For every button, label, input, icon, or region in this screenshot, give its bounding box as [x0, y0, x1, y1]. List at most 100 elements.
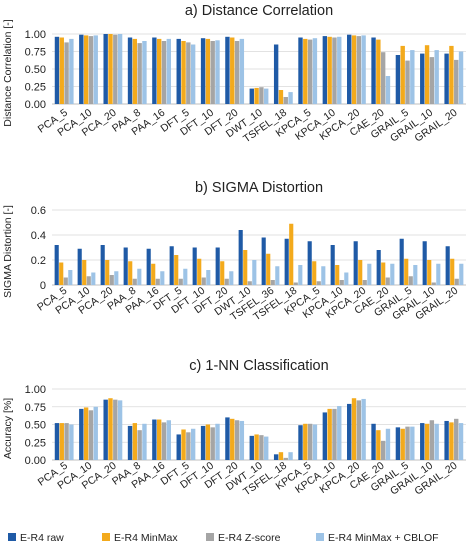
y-tick-label: 0.2 — [31, 255, 46, 267]
bar — [367, 263, 372, 285]
bar — [215, 423, 220, 460]
bar — [270, 280, 275, 285]
bar — [454, 278, 459, 285]
bar — [427, 260, 432, 285]
bar — [413, 265, 418, 285]
y-tick-label: 0.00 — [25, 99, 46, 111]
bar — [420, 423, 425, 460]
bar — [132, 423, 138, 460]
bar — [381, 262, 386, 285]
bar — [152, 419, 157, 460]
legend-swatch — [8, 533, 16, 541]
bar — [361, 398, 366, 460]
bar — [156, 419, 162, 460]
bar — [400, 45, 405, 104]
y-tick-label: 0 — [40, 280, 46, 292]
bar — [303, 423, 308, 460]
bar — [278, 90, 284, 104]
bar — [429, 420, 435, 460]
bar — [266, 253, 271, 285]
bar — [54, 423, 60, 460]
bar — [117, 400, 123, 460]
bar — [230, 418, 235, 460]
y-tick-label: 0.50 — [25, 64, 46, 76]
bar — [312, 424, 318, 460]
bar — [243, 250, 248, 285]
bar — [339, 280, 344, 285]
bar — [353, 241, 358, 285]
bar — [351, 35, 357, 104]
bar — [215, 40, 220, 104]
y-tick-label: 0.25 — [25, 82, 46, 94]
bar — [288, 452, 293, 460]
bar — [283, 97, 288, 104]
bar — [88, 410, 94, 460]
legend-label: E-R4 MinMax — [114, 532, 178, 544]
bar — [424, 423, 430, 460]
legend-label: E-R4 raw — [20, 532, 64, 544]
bar — [434, 50, 439, 104]
bar — [410, 426, 415, 460]
bar — [395, 427, 401, 460]
bar — [174, 255, 179, 285]
bar — [151, 263, 156, 285]
bar — [410, 50, 415, 104]
bar — [449, 45, 454, 104]
bar — [108, 34, 113, 104]
bar — [114, 271, 119, 285]
bar — [210, 427, 215, 460]
bar — [109, 275, 114, 285]
bar — [307, 241, 312, 285]
bar — [100, 245, 105, 285]
bar — [275, 266, 280, 285]
y-tick-label: 0.75 — [25, 402, 46, 414]
bar — [220, 261, 225, 285]
bar — [215, 247, 220, 285]
bar — [132, 278, 137, 285]
bar — [77, 248, 82, 285]
bar — [420, 53, 425, 104]
bar — [316, 281, 321, 285]
bar — [264, 436, 269, 460]
bar — [247, 281, 252, 285]
bar — [142, 423, 147, 460]
bar — [278, 452, 284, 460]
y-axis-label: Distance Correlation [-] — [2, 19, 14, 126]
bar — [293, 282, 298, 285]
bar — [298, 37, 303, 104]
bar — [169, 246, 174, 285]
bar — [454, 59, 459, 104]
bar — [103, 399, 108, 460]
bar — [54, 36, 60, 104]
bar — [93, 406, 98, 460]
bar — [445, 246, 450, 285]
bar — [108, 398, 113, 460]
bar — [225, 36, 230, 104]
bar — [312, 261, 317, 285]
bar — [86, 276, 91, 285]
bar — [298, 425, 303, 460]
bar — [404, 258, 409, 285]
bar — [330, 245, 335, 285]
bar — [206, 270, 211, 285]
chart-panel-3: c) 1-NN Classification Accuracy [%] 0.00 0.… — [2, 358, 466, 498]
bar — [239, 38, 245, 104]
bar — [283, 457, 288, 460]
bar — [88, 36, 94, 104]
bar — [205, 424, 211, 460]
bar — [289, 223, 294, 285]
bar — [449, 422, 454, 460]
legend-swatch — [102, 533, 110, 541]
bar — [358, 260, 363, 285]
bar — [113, 34, 118, 105]
bar — [332, 37, 337, 104]
bar — [254, 87, 259, 104]
bar — [156, 38, 162, 104]
bar — [224, 278, 229, 285]
bar — [137, 430, 142, 460]
bar — [347, 34, 352, 105]
bar — [337, 406, 342, 460]
legend-label: E-R4 Z-score — [218, 532, 281, 544]
legend: E-R4 raw E-R4 MinMax E-R4 Z-score E-R4 MinM… — [8, 532, 439, 544]
bar — [181, 429, 186, 460]
